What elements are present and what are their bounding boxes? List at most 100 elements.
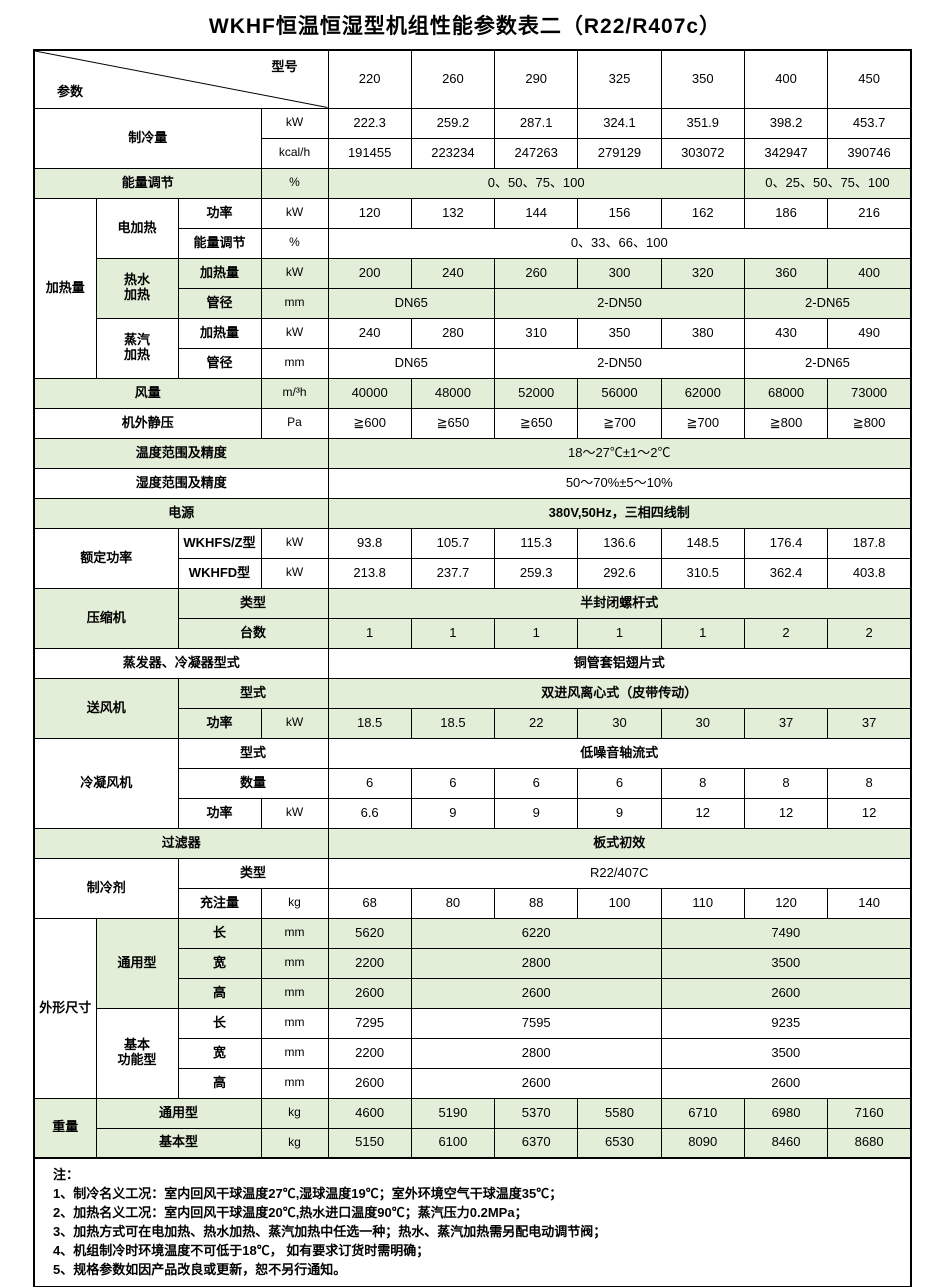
data-cell: 2800 — [410, 947, 662, 979]
data-cell: 120 — [743, 887, 829, 919]
data-cell: 1 — [327, 617, 412, 649]
data-cell: 3500 — [660, 1037, 912, 1069]
data-cell: 5190 — [410, 1097, 496, 1129]
data-cell: 12 — [660, 797, 745, 829]
table-row: 重量 通用型 kg 4600 5190 5370 5580 6710 6980 7160 — [33, 1097, 912, 1159]
data-cell: 100 — [577, 887, 662, 919]
data-cell: 2600 — [410, 1067, 662, 1099]
notes-section: 注： 1、制冷名义工况：室内回风干球温度27℃,湿球温度19℃；室外环境空气干球… — [33, 1159, 912, 1287]
table-row: 冷凝风机 型式 低噪音轴流式 — [33, 737, 912, 829]
unit-cell: m/³h — [260, 377, 329, 409]
data-cell: 320 — [660, 257, 745, 289]
table-row: 加热量 电加热 功率 kW 120 132 144 156 162 186 216 — [33, 197, 912, 379]
row-label: 类型 — [177, 587, 329, 619]
data-cell: 115.3 — [494, 527, 579, 559]
data-cell: 280 — [410, 317, 496, 349]
data-cell: 240 — [327, 317, 412, 349]
data-cell: 303072 — [660, 137, 745, 169]
model-header: 450 — [827, 49, 912, 109]
row-label: 高 — [177, 977, 262, 1009]
note-line: 2、加热名义工况：室内回风干球温度20℃,热水进口温度90℃；蒸汽压力0.2MP… — [53, 1205, 528, 1220]
data-cell: 140 — [827, 887, 912, 919]
unit-cell: Pa — [260, 407, 329, 439]
model-header: 220 — [327, 49, 412, 109]
row-label: 台数 — [177, 617, 329, 649]
data-cell: 191455 — [327, 137, 412, 169]
data-cell: 380 — [660, 317, 745, 349]
table-row: 基本 功能型长 mm 7295 7595 9235 — [34, 1007, 912, 1099]
row-label: 加热量 — [33, 197, 97, 379]
unit-cell: kW — [260, 257, 329, 289]
row-label: 能量调节 — [177, 227, 262, 259]
data-cell: 390746 — [827, 137, 912, 169]
data-cell: ≧650 — [494, 407, 579, 439]
table-row: 功率 kW 6.6 9 9 9 12 12 12 — [34, 797, 912, 829]
model-header: 325 — [577, 49, 662, 109]
unit-cell: kW — [260, 707, 329, 739]
data-cell: 403.8 — [827, 557, 912, 589]
table-row: 压缩机 类型 半封闭螺杆式 — [33, 587, 912, 649]
data-cell: 144 — [494, 197, 579, 229]
data-cell: 4600 — [327, 1097, 412, 1129]
data-cell: 6 — [494, 767, 579, 799]
data-cell: 52000 — [494, 377, 579, 409]
row-label: 通用型 — [95, 1097, 262, 1129]
data-cell: 453.7 — [827, 107, 912, 139]
row-label: 功率 — [177, 197, 262, 229]
row-label: 长 — [177, 1007, 262, 1039]
data-cell: 板式初效 — [327, 827, 912, 859]
unit-cell: kW — [260, 107, 329, 139]
row-label: 宽 — [177, 1037, 262, 1069]
row-label: 功率 — [177, 797, 262, 829]
row-label: 风量 — [33, 377, 262, 409]
note-line: 1、制冷名义工况：室内回风干球温度27℃,湿球温度19℃；室外环境空气干球温度3… — [53, 1186, 563, 1201]
data-cell: 360 — [743, 257, 829, 289]
row-label: 湿度范围及精度 — [33, 467, 329, 499]
data-cell: 240 — [410, 257, 496, 289]
unit-cell: kW — [260, 317, 329, 349]
data-cell: 2-DN65 — [743, 347, 912, 379]
data-cell: 双进风离心式（皮带传动） — [327, 677, 912, 709]
table-row: 功率 kW 18.5 18.5 22 30 30 37 37 — [34, 707, 912, 739]
table-row: 台数 1 1 1 1 1 2 2 — [34, 617, 912, 649]
data-cell: 2600 — [327, 1067, 412, 1099]
data-cell: 铜管套铝翅片式 — [327, 647, 912, 679]
table-row: 高 mm 2600 2600 2600 — [34, 1067, 912, 1099]
row-label: 数量 — [177, 767, 329, 799]
unit-cell: kW — [260, 197, 329, 229]
notes-label: 注： — [53, 1167, 80, 1182]
data-cell: ≧800 — [827, 407, 912, 439]
unit-cell: kcal/h — [260, 137, 329, 169]
data-cell: 5370 — [494, 1097, 579, 1129]
data-cell: 68 — [327, 887, 412, 919]
data-cell: 136.6 — [577, 527, 662, 559]
table-row: 宽 mm 2200 2800 3500 — [34, 1037, 912, 1069]
spec-table: 型号 参数 220 260 290 325 350 400 450 制冷量 kW 222.3 259.2… — [33, 49, 912, 1159]
table-row: 宽 mm 2200 2800 3500 — [34, 947, 912, 979]
row-label: 高 — [177, 1067, 262, 1099]
data-cell: 0、33、66、100 — [327, 227, 912, 259]
data-cell: 351.9 — [660, 107, 745, 139]
table-row: 制冷剂 类型 R22/407C — [33, 857, 912, 919]
row-label: 加热量 — [177, 257, 262, 289]
data-cell: 0、25、50、75、100 — [743, 167, 912, 199]
data-cell: 9 — [494, 797, 579, 829]
data-cell: 37 — [743, 707, 829, 739]
row-label: 通用型 — [95, 917, 179, 1009]
table-row: 制冷量 kW 222.3 259.2 287.1 324.1 351.9 398.2 453.7 — [33, 107, 912, 169]
data-cell: 342947 — [743, 137, 829, 169]
unit-cell: % — [260, 227, 329, 259]
data-cell: 1 — [660, 617, 745, 649]
unit-cell: kW — [260, 797, 329, 829]
data-cell: 222.3 — [327, 107, 412, 139]
data-cell: ≧650 — [410, 407, 496, 439]
data-cell: 1 — [577, 617, 662, 649]
data-cell: 2600 — [410, 977, 662, 1009]
row-label: 重量 — [33, 1097, 97, 1159]
row-label: 电源 — [33, 497, 329, 529]
data-cell: R22/407C — [327, 857, 912, 889]
row-label: 压缩机 — [33, 587, 179, 649]
data-cell: 30 — [660, 707, 745, 739]
unit-cell: mm — [260, 917, 329, 949]
data-cell: 6 — [577, 767, 662, 799]
